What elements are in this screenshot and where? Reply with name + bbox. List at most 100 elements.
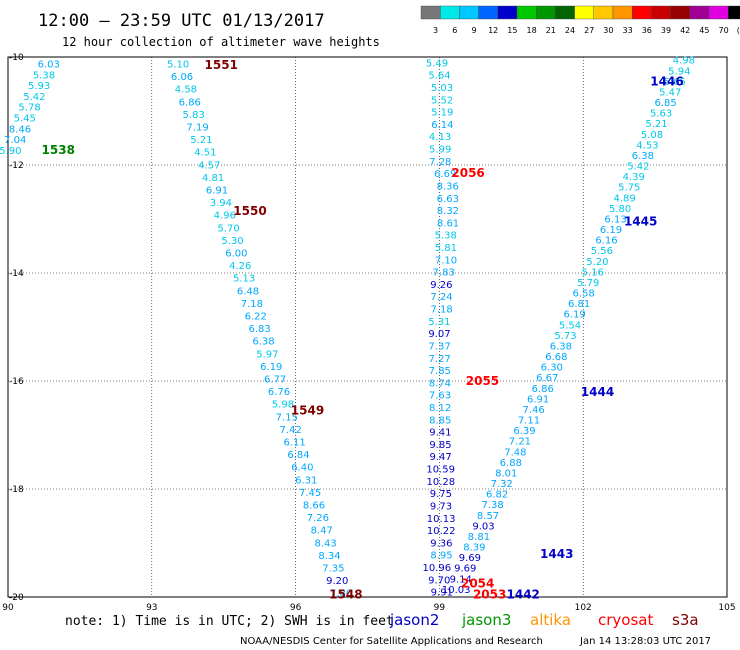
swh-value: 8.36 — [437, 181, 459, 192]
y-tick-label: -20 — [9, 593, 24, 603]
colorbar-swatch — [440, 5, 460, 20]
colorbar-label: (ft) — [737, 26, 740, 35]
swh-value: 6.77 — [264, 374, 286, 385]
swh-value: 5.38 — [435, 231, 457, 242]
swh-value: 5.52 — [431, 95, 453, 106]
colorbar-label: 42 — [680, 26, 690, 35]
colorbar-label: 15 — [507, 26, 517, 35]
x-tick-label: 90 — [2, 603, 14, 613]
swh-value: 7.35 — [322, 563, 344, 574]
swh-value: 8.74 — [429, 378, 451, 389]
swh-value: 7.28 — [429, 157, 451, 168]
swh-value: 7.10 — [435, 255, 457, 266]
swh-value: 8.57 — [477, 511, 499, 522]
swh-value: 5.38 — [33, 70, 55, 81]
swh-value: 7.63 — [429, 391, 451, 402]
x-tick-label: 96 — [290, 603, 302, 613]
swh-value: 7.21 — [509, 437, 531, 448]
y-tick-label: -18 — [9, 485, 24, 495]
swh-value: 6.68 — [545, 352, 567, 363]
colorbar-swatch — [459, 5, 479, 20]
swh-value: 4.26 — [229, 261, 251, 272]
swh-value: 7.48 — [504, 447, 526, 458]
swh-value: 7.80 — [330, 589, 352, 600]
colorbar-swatch — [689, 5, 710, 20]
colorbar-swatch — [670, 5, 690, 20]
pass-label: 1551 — [205, 58, 238, 72]
swh-value: 6.91 — [527, 394, 549, 405]
swh-value: 6.67 — [536, 373, 558, 384]
satellite-legend-entry: jason3 — [461, 611, 511, 629]
swh-value: 5.63 — [650, 109, 672, 120]
satellite-legend-entry: jason2 — [389, 611, 439, 629]
swh-value: 9.85 — [429, 440, 451, 451]
swh-value: 6.85 — [655, 98, 677, 109]
swh-value: 5.98 — [272, 400, 294, 411]
colorbar-label: 21 — [546, 26, 556, 35]
swh-value: 5.08 — [641, 130, 663, 141]
colorbar-swatch — [420, 5, 441, 20]
colorbar-label: 33 — [623, 26, 633, 35]
swh-value: 6.00 — [225, 248, 247, 259]
swh-value: 7.85 — [429, 366, 451, 377]
swh-value: 9.70 — [428, 575, 450, 586]
swh-value: 5.16 — [582, 267, 604, 278]
y-tick-label: -16 — [9, 377, 24, 387]
y-tick-label: -10 — [9, 53, 24, 63]
swh-value: 6.82 — [486, 490, 508, 501]
swh-value: 6.38 — [632, 151, 654, 162]
swh-value: 6.13 — [604, 214, 626, 225]
swh-value: 7.37 — [428, 341, 450, 352]
pass-label: 2055 — [466, 374, 499, 388]
swh-value: 9.20 — [326, 576, 348, 587]
swh-value: 8.95 — [430, 551, 452, 562]
swh-value: 8.39 — [463, 543, 485, 554]
swh-value: 9.07 — [428, 329, 450, 340]
swh-value: 9.75 — [430, 489, 452, 500]
swh-value: 7.19 — [186, 122, 208, 133]
chart-title: 12:00 – 23:59 UTC 01/13/2017 — [38, 11, 325, 31]
swh-value: 4.96 — [214, 211, 236, 222]
swh-value: 4.13 — [429, 132, 451, 143]
swh-value: 6.40 — [291, 463, 313, 474]
swh-value: 5.30 — [221, 236, 243, 247]
swh-value: 10.03 — [442, 585, 471, 596]
swh-value: 7.15 — [276, 412, 298, 423]
pass-label: 1550 — [233, 204, 266, 218]
swh-value: 5.54 — [559, 320, 581, 331]
chart-subtitle: 12 hour collection of altimeter wave hei… — [62, 35, 380, 49]
swh-value: 10.28 — [426, 477, 455, 488]
swh-value: 4.51 — [194, 148, 216, 159]
swh-value: 5.99 — [429, 145, 451, 156]
swh-value: 5.45 — [14, 113, 36, 124]
swh-value: 9.91 — [431, 588, 453, 599]
swh-value: 8.12 — [429, 403, 451, 414]
swh-value: 6.11 — [283, 437, 305, 448]
swh-value: 5.19 — [431, 108, 453, 119]
swh-value: 5.97 — [256, 349, 278, 360]
colorbar-label: 24 — [565, 26, 575, 35]
swh-value: 4.89 — [614, 193, 636, 204]
swh-value: 6.81 — [568, 299, 590, 310]
swh-value: 7.27 — [429, 354, 451, 365]
swh-value: 5.47 — [659, 87, 681, 98]
swh-value: 5.21 — [645, 119, 667, 130]
satellite-legend: jason2 jason3 altika cryosat s3a — [389, 611, 699, 629]
colorbar-swatch — [536, 5, 556, 20]
colorbar-label: 36 — [642, 26, 652, 35]
colorbar-label: 70 — [719, 26, 729, 35]
swh-value: 6.76 — [268, 387, 290, 398]
pass-label: 1538 — [42, 143, 75, 157]
swh-value: 6.06 — [171, 72, 193, 83]
pass-label: 2056 — [451, 166, 484, 180]
swh-value: 6.14 — [431, 120, 453, 131]
swh-value: 8.32 — [437, 206, 459, 217]
swh-value: 9.14 — [450, 574, 472, 585]
swh-value: 5.31 — [428, 317, 450, 328]
swh-value: 4.53 — [636, 140, 658, 151]
colorbar-swatch — [651, 5, 671, 20]
swh-value: 6.38 — [550, 341, 572, 352]
swh-value: 6.39 — [513, 426, 535, 437]
swh-value: 6.38 — [252, 337, 274, 348]
